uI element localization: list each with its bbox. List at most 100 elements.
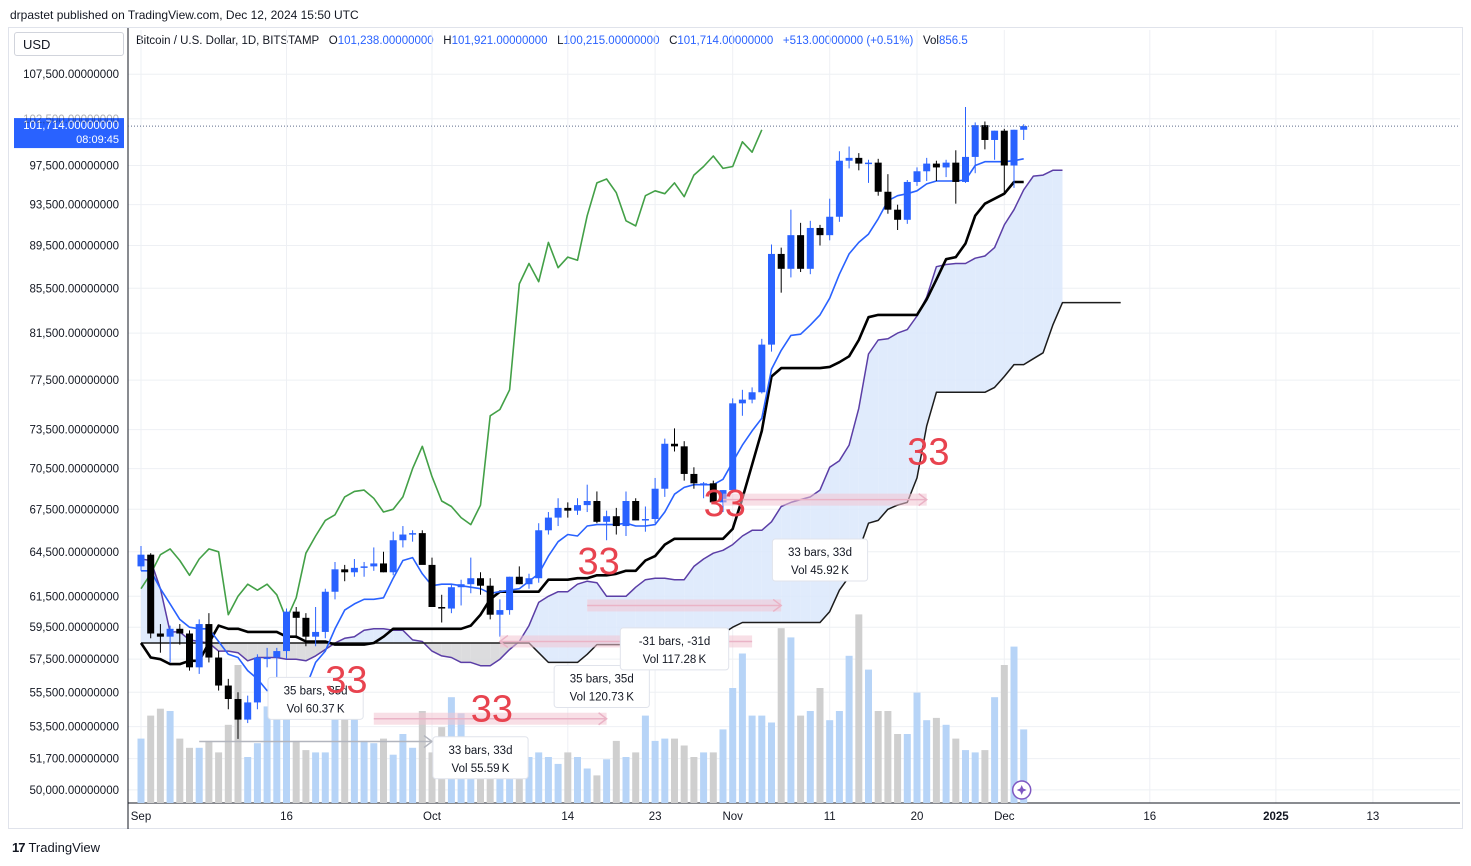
cloud-segment bbox=[703, 553, 714, 634]
candle-body bbox=[641, 519, 649, 521]
volume-bar bbox=[845, 655, 853, 803]
candle-body bbox=[321, 591, 329, 632]
candle-body bbox=[1010, 129, 1018, 166]
x-tick-label: 11 bbox=[824, 811, 836, 823]
cloud-segment bbox=[878, 338, 888, 521]
volume-bar bbox=[913, 692, 921, 803]
y-tick-label: 50,000.00000000 bbox=[29, 785, 119, 797]
volume-bar bbox=[641, 715, 649, 803]
cloud-segment bbox=[247, 643, 258, 661]
measure-tooltip bbox=[553, 665, 650, 709]
candle-body bbox=[758, 344, 766, 393]
candle-body bbox=[477, 578, 484, 586]
cloud-segment bbox=[897, 329, 908, 506]
volume-bar bbox=[137, 738, 145, 803]
cloud-segment bbox=[480, 643, 491, 666]
tooltip-bars-text: 33 bars, 33d bbox=[788, 547, 852, 559]
candle-body bbox=[389, 540, 397, 573]
leading-span-a-line bbox=[140, 169, 1063, 667]
volume-bar bbox=[923, 720, 931, 803]
cloud-segment bbox=[732, 535, 743, 628]
cloud-segment bbox=[364, 628, 374, 644]
volume-bar bbox=[156, 708, 164, 803]
y-tick-label: 85,500.00000000 bbox=[29, 283, 119, 295]
volume-bar bbox=[292, 740, 300, 803]
currency-selector[interactable]: USD bbox=[14, 32, 124, 56]
x-tick-label: 16 bbox=[1143, 811, 1156, 823]
symbol-title: Bitcoin / U.S. Dollar, 1D, BITSTAMP bbox=[136, 35, 320, 47]
volume-bar bbox=[952, 738, 960, 803]
candle-body bbox=[176, 628, 184, 634]
candle-body bbox=[156, 633, 164, 637]
volume-bar bbox=[700, 752, 708, 803]
cloud-segment bbox=[742, 530, 753, 623]
high-label: H bbox=[443, 35, 452, 47]
candle-body bbox=[244, 702, 252, 720]
candle-body bbox=[312, 631, 320, 637]
candle-body bbox=[457, 584, 465, 588]
volume-bar bbox=[748, 715, 756, 803]
candle-body bbox=[690, 473, 698, 484]
candle-body bbox=[709, 483, 717, 503]
volume-bar bbox=[195, 747, 203, 803]
y-tick-label: 55,500.00000000 bbox=[29, 687, 119, 699]
candle-body bbox=[370, 563, 378, 567]
cloud-segment bbox=[829, 460, 840, 612]
y-tick-label: 51,700.00000000 bbox=[29, 754, 119, 766]
candle-body bbox=[622, 500, 630, 527]
candle-body bbox=[923, 163, 931, 172]
volume-bar bbox=[622, 757, 630, 803]
volume-bar bbox=[370, 743, 378, 803]
volume-bar bbox=[806, 711, 814, 803]
candle-body bbox=[903, 181, 911, 220]
volume-bar bbox=[768, 722, 775, 803]
cloud-segment bbox=[723, 544, 733, 634]
candle-body bbox=[806, 227, 814, 269]
volume-bar bbox=[205, 740, 213, 803]
cloud-segment bbox=[315, 643, 326, 656]
range-arrowhead bbox=[498, 634, 509, 649]
candle-body bbox=[380, 563, 387, 573]
candle-body bbox=[913, 171, 921, 182]
close-label: C bbox=[669, 35, 678, 47]
y-tick-label: 64,500.00000000 bbox=[29, 547, 119, 559]
y-tick-label: 73,500.00000000 bbox=[29, 425, 119, 437]
volume-bar bbox=[380, 738, 387, 803]
tooltip-bars-text: 33 bars, 33d bbox=[449, 745, 513, 757]
tradingview-logo[interactable]: 17 TradingView bbox=[12, 840, 100, 855]
candle-body bbox=[331, 569, 339, 592]
candle-body bbox=[1000, 130, 1008, 166]
cloud-segment bbox=[965, 258, 976, 393]
volume-label: Vol bbox=[922, 35, 939, 47]
volume-bar bbox=[603, 759, 611, 803]
volume-bar bbox=[690, 757, 698, 803]
candle-body bbox=[962, 156, 969, 182]
volume-bar bbox=[835, 711, 843, 803]
annotation-33: 33 bbox=[325, 659, 367, 701]
volume-bar bbox=[331, 711, 339, 803]
cloud-segment bbox=[936, 264, 947, 393]
low-label: L bbox=[557, 35, 564, 47]
volume-bar bbox=[428, 752, 436, 803]
price-tag-countdown: 08:09:45 bbox=[76, 134, 119, 146]
candle-body bbox=[884, 191, 892, 210]
cloud-segment bbox=[713, 550, 723, 634]
volume-bar bbox=[894, 734, 902, 803]
candle-body bbox=[428, 564, 436, 607]
volume-bar bbox=[409, 747, 417, 803]
candle-body bbox=[302, 617, 310, 637]
candle-body bbox=[399, 534, 407, 541]
volume-bar bbox=[942, 724, 950, 803]
x-tick-label: 13 bbox=[1367, 811, 1380, 823]
annotation-33: 33 bbox=[907, 432, 949, 474]
volume-bar bbox=[321, 752, 329, 803]
cloud-segment bbox=[1004, 209, 1014, 377]
candle-body bbox=[874, 162, 882, 192]
candle-body bbox=[894, 209, 902, 220]
volume-bar bbox=[350, 701, 358, 803]
price-tag-box bbox=[14, 118, 124, 149]
x-tick-label: Dec bbox=[994, 811, 1015, 823]
tooltip-volume-text: Vol 55.59 K bbox=[452, 763, 510, 775]
candle-body bbox=[486, 585, 494, 615]
